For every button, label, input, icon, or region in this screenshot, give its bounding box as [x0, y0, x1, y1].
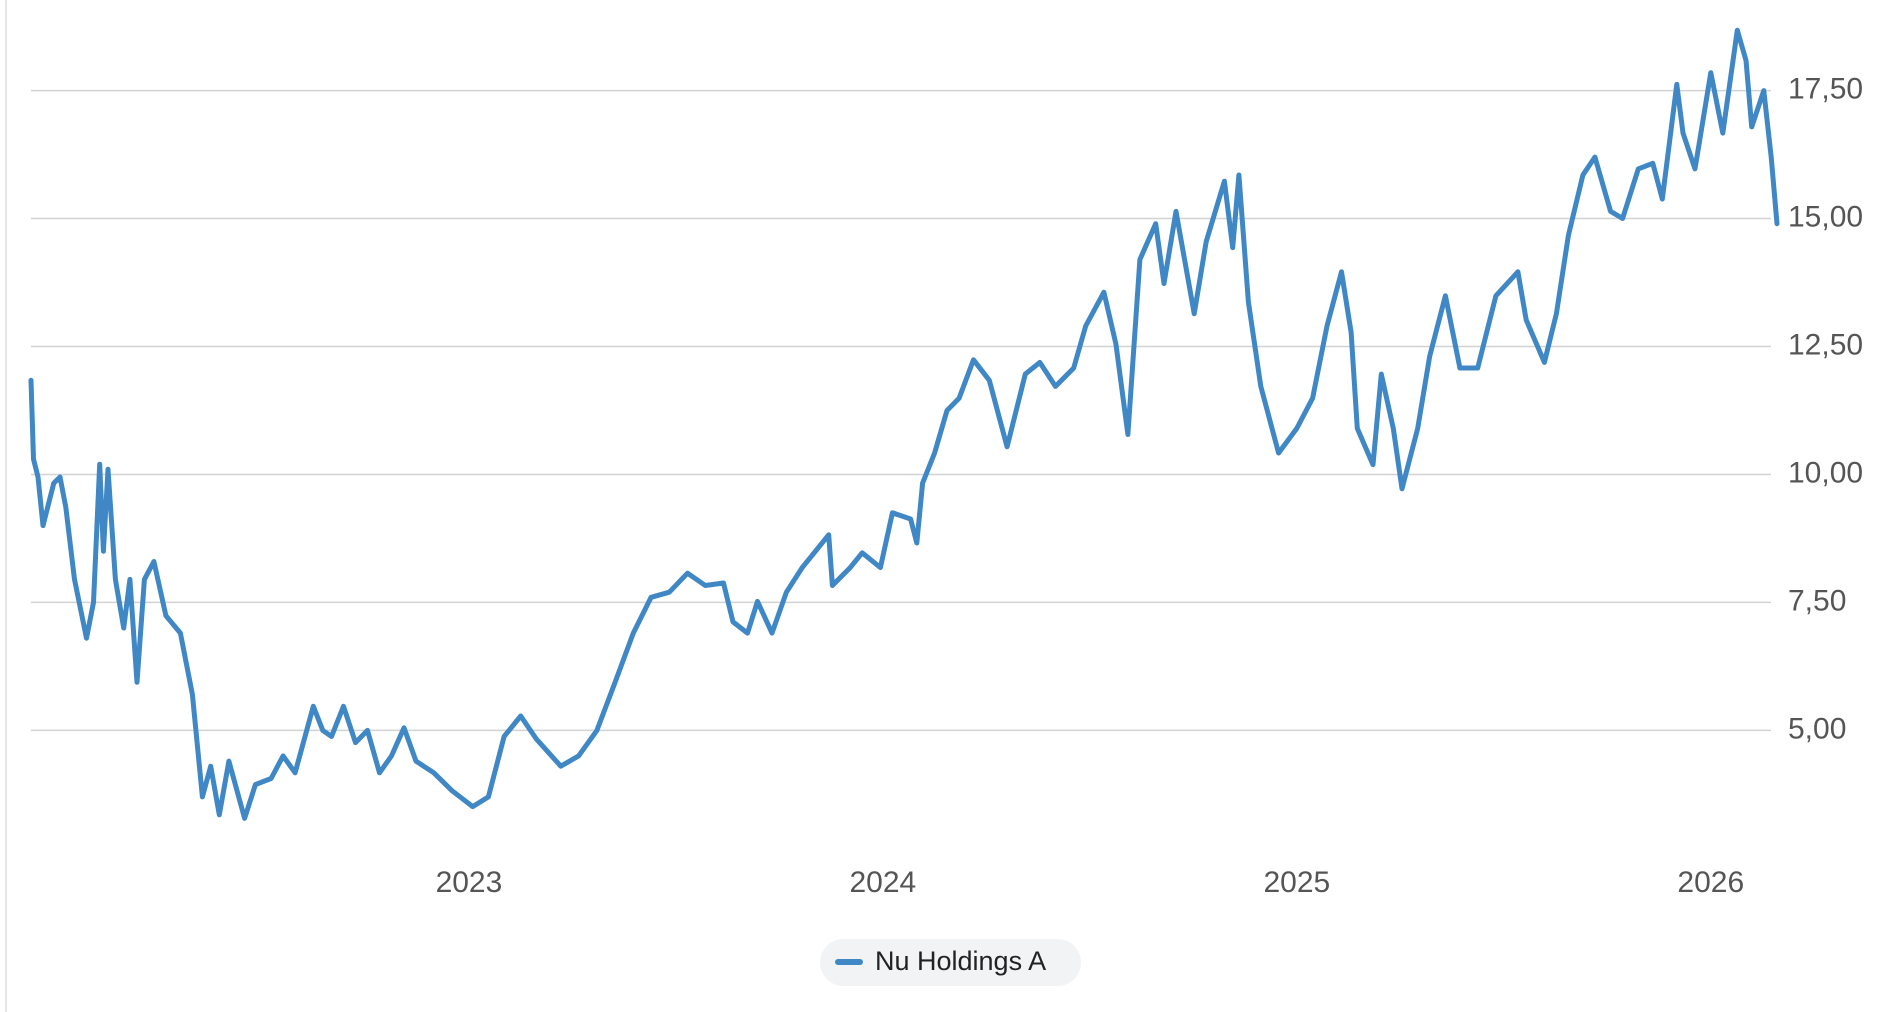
- y-tick-label: 15,00: [1788, 200, 1863, 233]
- legend: Nu Holdings A: [820, 939, 1081, 986]
- x-tick-label: 2026: [1677, 866, 1744, 899]
- x-tick-label: 2025: [1263, 866, 1330, 899]
- y-tick-label: 10,00: [1788, 456, 1863, 489]
- legend-pill: [820, 939, 1081, 986]
- legend-label: Nu Holdings A: [875, 946, 1046, 976]
- y-tick-label: 17,50: [1788, 73, 1863, 106]
- price-line: [28, 27, 1780, 821]
- x-tick-label: 2024: [850, 866, 917, 899]
- y-tick-label: 12,50: [1788, 328, 1863, 361]
- y-tick-label: 7,50: [1788, 584, 1846, 617]
- x-tick-label: 2023: [436, 866, 503, 899]
- y-tick-label: 5,00: [1788, 712, 1846, 745]
